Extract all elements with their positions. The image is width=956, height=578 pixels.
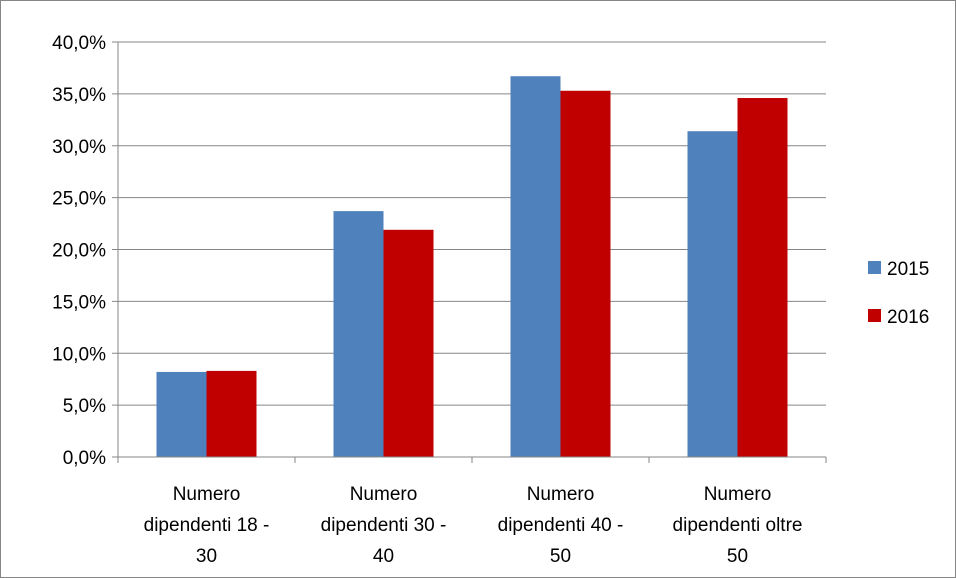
gridlines — [118, 41, 826, 406]
bar-2015-3 — [510, 76, 561, 458]
y-tick-labels: 0,0% 5,0% 10,0% 15,0% 20,0% 25,0% 30,0% 35,0% 40… — [52, 33, 106, 469]
legend-swatch-2015 — [868, 261, 881, 274]
legend-label: 2016 — [887, 307, 929, 328]
axes — [112, 41, 827, 463]
bar-2015-4 — [687, 131, 738, 457]
x-category-label: dipendenti 40 - — [498, 515, 624, 536]
y-tick-label: 15,0% — [52, 292, 106, 313]
x-category-label: dipendenti oltre — [673, 515, 803, 536]
y-tick-label: 40,0% — [52, 33, 106, 54]
legend: 2015 2016 — [868, 259, 929, 328]
x-category-label: Numero — [527, 484, 595, 505]
bar-2016-3 — [560, 90, 611, 457]
y-tick-label: 5,0% — [63, 396, 106, 417]
x-category-label: 50 — [550, 546, 571, 567]
x-category-labels: Numero dipendenti 18 - 30 Numero dipendenti … — [144, 484, 803, 567]
y-tick-label: 0,0% — [63, 448, 106, 469]
bar-2015-2 — [333, 211, 384, 457]
y-tick-label: 35,0% — [52, 85, 106, 106]
x-category-label: 40 — [373, 546, 394, 567]
bar-2016-2 — [383, 229, 434, 457]
legend-label: 2015 — [887, 259, 929, 280]
bar-2016-1 — [206, 370, 257, 457]
x-category-label: 30 — [196, 546, 217, 567]
bar-2015-1 — [156, 371, 207, 457]
bar-2016-4 — [737, 98, 788, 458]
x-category-label: Numero — [704, 484, 772, 505]
y-tick-label: 30,0% — [52, 137, 106, 158]
x-category-label: Numero — [173, 484, 241, 505]
x-category-label: Numero — [350, 484, 418, 505]
x-category-label: 50 — [727, 546, 748, 567]
y-tick-label: 25,0% — [52, 189, 106, 210]
x-category-label: dipendenti 18 - — [144, 515, 270, 536]
legend-swatch-2016 — [868, 309, 881, 322]
y-tick-label: 10,0% — [52, 344, 106, 365]
y-tick-label: 20,0% — [52, 241, 106, 262]
x-category-label: dipendenti 30 - — [321, 515, 447, 536]
bars — [156, 76, 788, 458]
